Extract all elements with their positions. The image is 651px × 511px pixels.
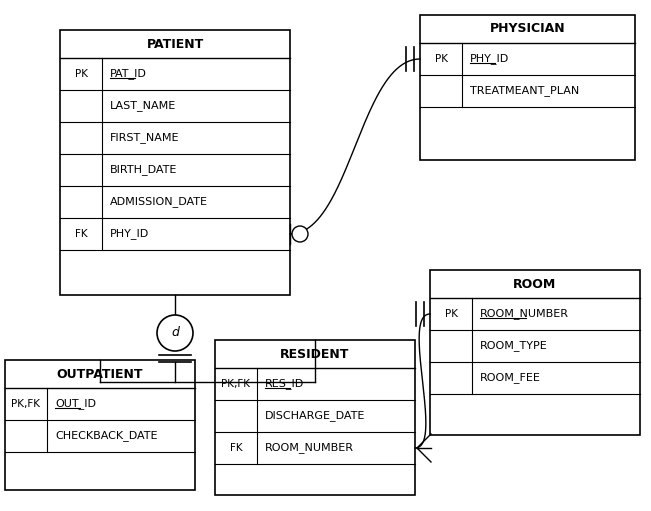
- Bar: [60, 30, 290, 295]
- Text: OUTPATIENT: OUTPATIENT: [57, 367, 143, 381]
- Text: BIRTH_DATE: BIRTH_DATE: [110, 165, 177, 175]
- Bar: [215, 340, 415, 495]
- Text: PHYSICIAN: PHYSICIAN: [490, 22, 565, 35]
- Text: ROOM_TYPE: ROOM_TYPE: [480, 340, 547, 352]
- Text: d: d: [171, 327, 179, 339]
- Text: PK: PK: [434, 54, 447, 64]
- Text: PAT_ID: PAT_ID: [110, 68, 147, 79]
- Text: FK: FK: [230, 443, 242, 453]
- Text: TREATMEANT_PLAN: TREATMEANT_PLAN: [470, 85, 579, 97]
- Text: CHECKBACK_DATE: CHECKBACK_DATE: [55, 431, 158, 442]
- Bar: [430, 270, 640, 435]
- Text: RES_ID: RES_ID: [265, 379, 304, 389]
- Text: LAST_NAME: LAST_NAME: [110, 101, 176, 111]
- Text: DISCHARGE_DATE: DISCHARGE_DATE: [265, 410, 365, 422]
- Text: PK,FK: PK,FK: [12, 399, 40, 409]
- Text: ROOM_NUMBER: ROOM_NUMBER: [480, 309, 569, 319]
- Text: FIRST_NAME: FIRST_NAME: [110, 132, 180, 144]
- Circle shape: [157, 315, 193, 351]
- Bar: [420, 15, 635, 160]
- Text: ROOM: ROOM: [514, 277, 557, 290]
- Text: OUT_ID: OUT_ID: [55, 399, 96, 409]
- Text: PHY_ID: PHY_ID: [470, 54, 509, 64]
- Text: PATIENT: PATIENT: [146, 37, 204, 51]
- Bar: [5, 360, 195, 490]
- Circle shape: [292, 226, 308, 242]
- Text: RESIDENT: RESIDENT: [281, 347, 350, 360]
- Text: PK: PK: [445, 309, 458, 319]
- Text: PHY_ID: PHY_ID: [110, 228, 149, 240]
- Text: PK,FK: PK,FK: [221, 379, 251, 389]
- Text: FK: FK: [75, 229, 87, 239]
- Text: ADMISSION_DATE: ADMISSION_DATE: [110, 197, 208, 207]
- Text: PK: PK: [74, 69, 87, 79]
- Text: ROOM_NUMBER: ROOM_NUMBER: [265, 443, 354, 453]
- Text: ROOM_FEE: ROOM_FEE: [480, 373, 541, 383]
